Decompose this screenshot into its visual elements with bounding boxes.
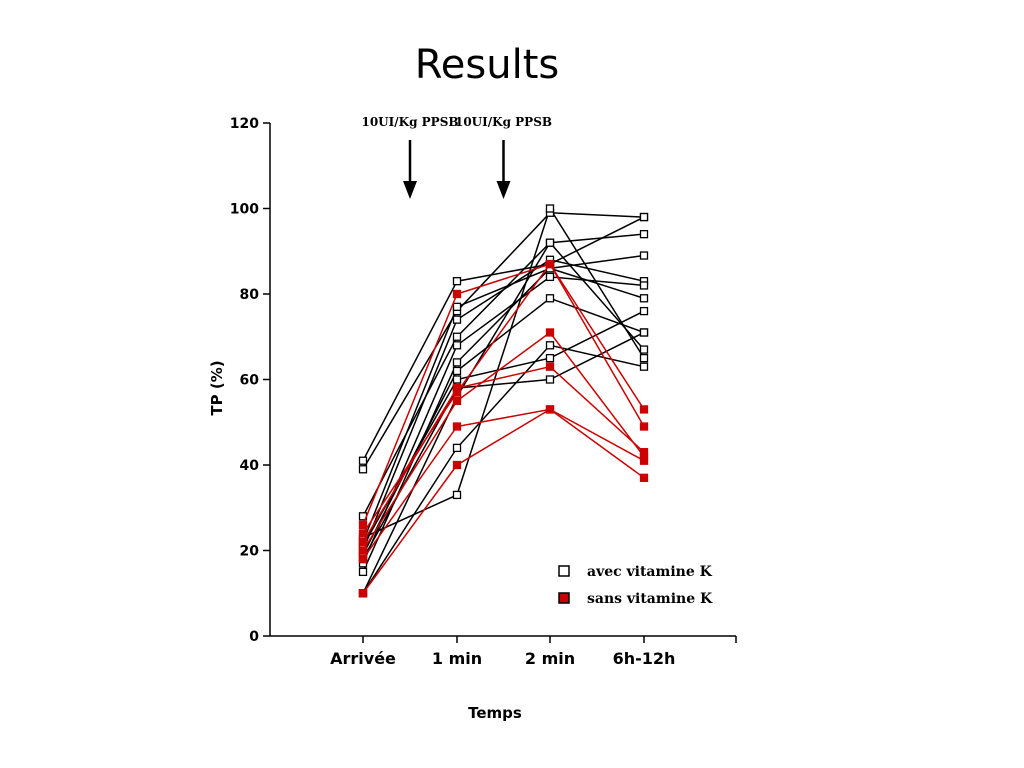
data-point [358,567,368,577]
data-point [358,589,368,598]
data-point [545,362,555,371]
data-point [452,341,462,350]
data-point [545,341,555,350]
data-point [639,353,649,363]
annotation-ppsb-dose: 10UI/Kg PPSB [361,115,458,129]
data-point [452,443,462,453]
patient-line [362,212,645,470]
annotation-ppsb-dose: 10UI/Kg PPSB [455,115,552,129]
chart-tp-over-time: 0 20 40 60 80 100 120 Arrivée 1 min 2 min 6h-12h 1… [208,115,737,722]
data-point [639,405,649,414]
data-point [452,366,462,376]
data-point [452,422,462,431]
data-point [639,229,649,239]
legend-marker [558,565,570,577]
patient-line [362,258,645,551]
patient-line [362,310,645,547]
data-point [452,383,462,393]
data-point [545,259,555,269]
y-tick-label: 80 [240,287,260,303]
data-point [452,315,462,324]
patient-line [362,206,645,539]
y-axis-label: TP (%) [208,360,226,415]
x-tick-label: Arrivée [330,649,396,668]
data-point [639,345,649,354]
data-point [639,281,649,290]
data-point [545,375,555,384]
annotation-arrow-head [496,181,511,199]
x-tick-label: 1 min [432,649,482,668]
data-point [358,520,368,529]
patient-line [362,408,645,560]
patient-line [362,297,645,556]
data-point [639,294,649,303]
data-point [452,396,462,406]
legend-label: sans vitamine K [587,591,713,607]
data-point [452,460,462,470]
chart-axes: 0 20 40 60 80 100 120 Arrivée 1 min 2 min 6h-12h [230,116,737,668]
chart-series [358,204,649,598]
y-tick-label: 120 [230,116,259,132]
data-point [452,332,462,341]
data-point [452,358,462,367]
data-point [639,473,649,482]
patient-line [362,408,645,594]
y-tick-label: 20 [240,544,260,560]
y-tick-label: 100 [230,202,259,218]
data-point [452,375,462,384]
patient-line [362,331,645,560]
y-tick-label: 0 [249,629,259,645]
data-point [452,490,462,500]
data-point [639,456,649,465]
x-axis-label: Temps [468,704,522,722]
chart-legend: avec vitamine K sans vitamine K [558,564,713,607]
data-point [545,204,555,213]
legend-marker [558,592,570,604]
data-point [545,294,555,303]
data-point [358,554,368,564]
annotation-arrow-head [403,181,417,199]
data-point [639,448,649,457]
data-point [358,546,368,555]
patient-line [362,241,645,594]
data-point [639,328,649,337]
data-point [452,289,462,299]
data-point [639,362,649,371]
data-point [358,456,368,465]
patient-line [362,262,645,534]
data-point [545,328,555,337]
data-point [358,529,368,538]
slide-title: Results [415,42,559,88]
data-point [545,272,555,282]
y-tick-label: 60 [240,373,260,389]
data-point [639,306,649,316]
data-point [358,465,368,474]
data-point [639,251,649,260]
patient-line [362,365,645,543]
data-point [452,277,462,286]
data-point [452,302,462,311]
series-sans-vitamine-k [358,259,649,598]
data-point [545,238,555,247]
y-tick-label: 40 [240,458,260,474]
legend-label: avec vitamine K [587,564,713,580]
data-point [358,537,368,547]
patient-line [362,263,645,526]
series-avec-vitamine-k [358,204,649,598]
patient-line [362,216,645,462]
patient-line [362,276,645,564]
data-point [545,405,555,414]
x-tick-label: 6h-12h [613,649,676,668]
data-point [639,212,649,222]
data-point [639,422,649,431]
patient-line [362,331,645,551]
x-tick-label: 2 min [525,649,575,668]
data-point [545,353,555,363]
patient-line [362,254,645,543]
